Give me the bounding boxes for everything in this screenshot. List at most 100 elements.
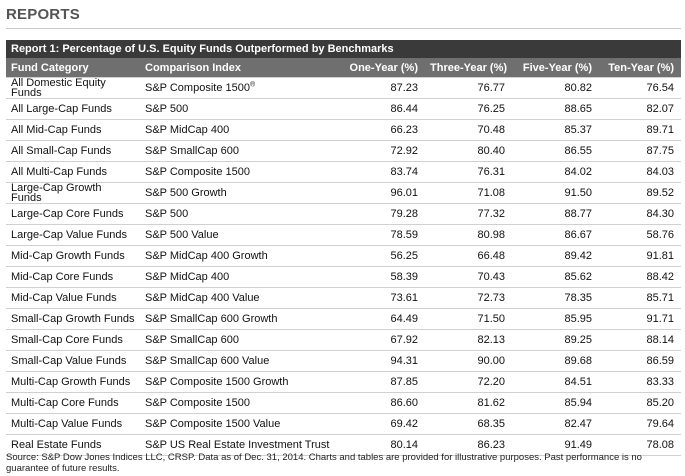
ten-year-cell: 91.71: [599, 308, 682, 330]
three-year-cell: 70.48: [425, 119, 512, 141]
one-year-cell: 87.23: [338, 77, 425, 99]
comparison-index-label: S&P Composite 1500: [145, 166, 250, 178]
table-body: All Domestic Equity Funds S&P Composite 1…: [6, 77, 682, 456]
column-header: Fund Category: [6, 58, 140, 78]
three-year-cell: 70.43: [425, 266, 512, 288]
table-row: All Small-Cap Funds S&P SmallCap 600 72.92…: [6, 140, 682, 162]
three-year-cell: 76.77: [425, 77, 512, 99]
ten-year-cell: 82.07: [599, 98, 682, 120]
comparison-index-label: S&P SmallCap 600 Value: [145, 355, 270, 367]
table-row: Mid-Cap Value Funds S&P MidCap 400 Value 7…: [6, 287, 682, 309]
five-year-cell: 86.55: [512, 140, 599, 162]
five-year-cell: 91.50: [512, 182, 599, 204]
one-year-cell: 96.01: [338, 182, 425, 204]
source-footnote: Source: S&P Dow Jones Indices LLC, CRSP.…: [6, 452, 642, 474]
comparison-index-cell: S&P MidCap 400: [140, 266, 338, 288]
one-year-cell: 86.60: [338, 392, 425, 414]
three-year-cell: 81.62: [425, 392, 512, 414]
comparison-index-label: S&P MidCap 400 Value: [145, 292, 260, 304]
fund-category-cell: All Multi-Cap Funds: [6, 161, 140, 183]
ten-year-cell: 86.59: [599, 350, 682, 372]
ten-year-cell: 83.33: [599, 371, 682, 393]
table-row: All Large-Cap Funds S&P 500 86.44 76.25 88.6…: [6, 98, 682, 120]
table-row: All Multi-Cap Funds S&P Composite 1500 83.…: [6, 161, 682, 183]
three-year-cell: 80.40: [425, 140, 512, 162]
five-year-cell: 89.42: [512, 245, 599, 267]
comparison-index-label: S&P 500 Value: [145, 229, 219, 241]
fund-category-cell: Real Estate Funds: [6, 434, 140, 456]
comparison-index-cell: S&P MidCap 400 Growth: [140, 245, 338, 267]
fund-category-cell: Small-Cap Core Funds: [6, 329, 140, 351]
comparison-index-cell: S&P MidCap 400 Value: [140, 287, 338, 309]
comparison-index-cell: S&P Composite 1500: [140, 392, 338, 414]
one-year-cell: 67.92: [338, 329, 425, 351]
fund-category-cell: Large-Cap Value Funds: [6, 224, 140, 246]
report-title: Report 1: Percentage of U.S. Equity Fund…: [6, 40, 682, 58]
three-year-cell: 80.98: [425, 224, 512, 246]
five-year-cell: 80.82: [512, 77, 599, 99]
table-row: Multi-Cap Growth Funds S&P Composite 1500…: [6, 371, 682, 393]
table-row: Small-Cap Growth Funds S&P SmallCap 600 G…: [6, 308, 682, 330]
fund-category-cell: All Mid-Cap Funds: [6, 119, 140, 141]
report-title-row: Report 1: Percentage of U.S. Equity Fund…: [6, 40, 682, 58]
one-year-cell: 58.39: [338, 266, 425, 288]
ten-year-cell: 84.30: [599, 203, 682, 225]
fund-category-cell: Mid-Cap Growth Funds: [6, 245, 140, 267]
one-year-cell: 83.74: [338, 161, 425, 183]
one-year-cell: 94.31: [338, 350, 425, 372]
comparison-index-cell: S&P 500 Value: [140, 224, 338, 246]
ten-year-cell: 91.81: [599, 245, 682, 267]
five-year-cell: 86.67: [512, 224, 599, 246]
comparison-index-label: S&P Composite 1500 Growth: [145, 376, 289, 388]
one-year-cell: 69.42: [338, 413, 425, 435]
ten-year-cell: 89.52: [599, 182, 682, 204]
three-year-cell: 86.23: [425, 434, 512, 456]
comparison-index-cell: S&P Composite 1500 Value: [140, 413, 338, 435]
comparison-index-cell: S&P 500: [140, 203, 338, 225]
comparison-index-label: S&P MidCap 400 Growth: [145, 250, 268, 262]
three-year-cell: 90.00: [425, 350, 512, 372]
one-year-cell: 80.14: [338, 434, 425, 456]
ten-year-cell: 76.54: [599, 77, 682, 99]
comparison-index-label: S&P Composite 1500 Value: [145, 418, 281, 430]
comparison-index-label: S&P SmallCap 600: [145, 145, 239, 157]
ten-year-cell: 85.20: [599, 392, 682, 414]
fund-category-cell: Mid-Cap Value Funds: [6, 287, 140, 309]
column-header: Ten-Year (%): [599, 58, 682, 78]
one-year-cell: 86.44: [338, 98, 425, 120]
five-year-cell: 85.94: [512, 392, 599, 414]
table-row: All Mid-Cap Funds S&P MidCap 400 66.23 70.4…: [6, 119, 682, 141]
column-header: Five-Year (%): [512, 58, 599, 78]
column-header-row: Fund Category Comparison Index One-Year …: [6, 58, 682, 78]
fund-category-cell: Large-Cap Core Funds: [6, 203, 140, 225]
three-year-cell: 82.13: [425, 329, 512, 351]
one-year-cell: 87.85: [338, 371, 425, 393]
five-year-cell: 88.65: [512, 98, 599, 120]
three-year-cell: 66.48: [425, 245, 512, 267]
three-year-cell: 68.35: [425, 413, 512, 435]
comparison-index-label: S&P SmallCap 600: [145, 334, 239, 346]
fund-category-cell: All Large-Cap Funds: [6, 98, 140, 120]
table-row: Mid-Cap Core Funds S&P MidCap 400 58.39 70.…: [6, 266, 682, 288]
column-header: Comparison Index: [140, 58, 338, 78]
comparison-index-label: S&P SmallCap 600 Growth: [145, 313, 278, 325]
five-year-cell: 85.37: [512, 119, 599, 141]
ten-year-cell: 84.03: [599, 161, 682, 183]
table-row: Small-Cap Value Funds S&P SmallCap 600 Va…: [6, 350, 682, 372]
ten-year-cell: 79.64: [599, 413, 682, 435]
comparison-index-label: S&P Composite 1500: [145, 397, 250, 409]
one-year-cell: 78.59: [338, 224, 425, 246]
report-table: Report 1: Percentage of U.S. Equity Fund…: [6, 40, 682, 456]
five-year-cell: 84.51: [512, 371, 599, 393]
table-row: All Domestic Equity Funds S&P Composite 1…: [6, 77, 682, 99]
five-year-cell: 78.35: [512, 287, 599, 309]
comparison-index-cell: S&P US Real Estate Investment Trust: [140, 434, 338, 456]
page-heading: REPORTS: [6, 6, 80, 23]
fund-category-cell: All Domestic Equity Funds: [6, 77, 140, 99]
comparison-index-label: S&P MidCap 400: [145, 271, 230, 283]
three-year-cell: 72.20: [425, 371, 512, 393]
five-year-cell: 84.02: [512, 161, 599, 183]
one-year-cell: 64.49: [338, 308, 425, 330]
five-year-cell: 85.62: [512, 266, 599, 288]
five-year-cell: 89.68: [512, 350, 599, 372]
